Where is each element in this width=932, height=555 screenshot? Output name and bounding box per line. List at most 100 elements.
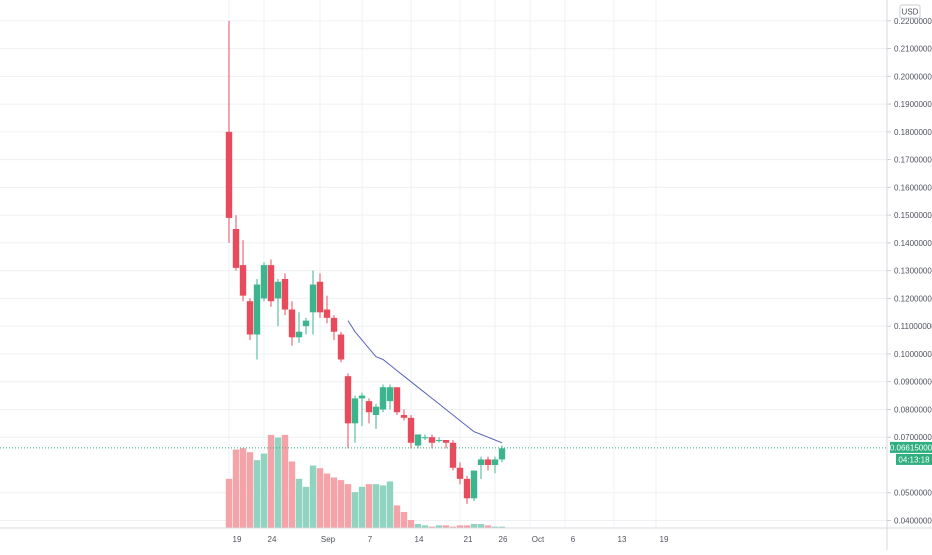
volume-bar xyxy=(407,520,415,528)
volume-bar xyxy=(281,434,289,528)
candle-body xyxy=(288,309,296,338)
volume-bar xyxy=(288,461,296,528)
candle-body xyxy=(421,437,429,439)
volume-bar xyxy=(400,512,408,528)
volume-bar xyxy=(330,477,338,528)
currency-badge[interactable]: USD xyxy=(899,4,921,19)
time-tick-label: 19 xyxy=(660,535,669,544)
last-price-label: 0.06615000 xyxy=(890,443,932,452)
candle-body xyxy=(407,417,415,443)
volume-bar xyxy=(253,460,261,528)
candle-body xyxy=(302,320,310,327)
time-tick-label: 19 xyxy=(233,535,242,544)
candle-body xyxy=(414,434,422,446)
volume-bar xyxy=(428,526,436,528)
volume-bar xyxy=(463,525,471,528)
volume-bar xyxy=(309,465,317,528)
time-tick-label: 6 xyxy=(571,535,576,544)
volume-bar xyxy=(323,473,331,528)
volume-bar xyxy=(435,525,443,528)
candle-body xyxy=(239,265,247,296)
volume-bar xyxy=(379,485,387,528)
time-tick-label: Sep xyxy=(321,535,336,544)
candle-body xyxy=(232,229,240,268)
time-tick-label: 21 xyxy=(464,535,473,544)
volume-bar xyxy=(295,478,303,528)
time-scale[interactable]: 19 24 Sep 7 14 21 26 Oct 6 13 19 xyxy=(233,535,669,544)
time-tick-label: 7 xyxy=(368,535,373,544)
candle-body xyxy=(274,281,282,299)
candle-body xyxy=(379,387,387,410)
candle-body xyxy=(281,278,289,310)
countdown-label: 04:13:18 xyxy=(898,455,930,464)
candle-body xyxy=(463,478,471,499)
volume-bar xyxy=(372,484,380,528)
currency-label: USD xyxy=(902,8,919,17)
moving-average-line xyxy=(347,320,503,444)
time-tick-label: 13 xyxy=(618,535,627,544)
last-price-badge: 0.06615000 04:13:18 xyxy=(890,441,932,465)
candle-body xyxy=(337,334,345,360)
volume-bar xyxy=(344,484,352,528)
volume-bar xyxy=(393,505,401,528)
candle-body xyxy=(225,131,233,218)
candle-body xyxy=(253,284,261,335)
volume-bar xyxy=(246,452,254,528)
candle-body xyxy=(316,281,324,313)
volume-bar xyxy=(260,453,268,528)
volume-bar xyxy=(484,525,492,528)
candles xyxy=(225,20,506,504)
volume-bar xyxy=(225,478,233,528)
candle-body xyxy=(323,309,331,318)
candle-body xyxy=(393,387,401,413)
candle-body xyxy=(428,437,436,443)
volume-bar xyxy=(316,468,324,528)
candle-body xyxy=(435,440,443,441)
volume-bar xyxy=(239,448,247,528)
candle-body xyxy=(491,459,499,465)
volume-bar xyxy=(337,480,345,528)
candle-body xyxy=(400,415,408,418)
candle-body xyxy=(351,398,359,424)
candle-body xyxy=(365,401,373,413)
time-tick-label: 26 xyxy=(499,535,508,544)
volume-bar xyxy=(477,524,485,528)
candle-body xyxy=(477,459,485,465)
volume-bar xyxy=(274,437,282,528)
candle-body xyxy=(442,440,450,443)
candle-body xyxy=(498,448,506,460)
price-tick-label: 0.04000000 xyxy=(894,517,932,526)
volume-bar xyxy=(351,492,359,528)
volume-bar xyxy=(491,526,499,528)
volume-bar xyxy=(358,486,366,528)
time-tick-label: Oct xyxy=(532,535,545,544)
candle-body xyxy=(456,467,464,479)
grid xyxy=(0,0,887,528)
volume-bars xyxy=(225,434,506,528)
candle-body xyxy=(267,265,275,302)
candle-body xyxy=(344,376,352,424)
candle-body xyxy=(484,459,492,465)
volume-bar xyxy=(386,481,394,528)
volume-bar xyxy=(442,525,450,528)
candle-body xyxy=(470,470,478,499)
volume-bar xyxy=(421,525,429,528)
candle-body xyxy=(372,406,380,416)
volume-bar xyxy=(470,524,478,528)
volume-bar xyxy=(498,526,506,528)
